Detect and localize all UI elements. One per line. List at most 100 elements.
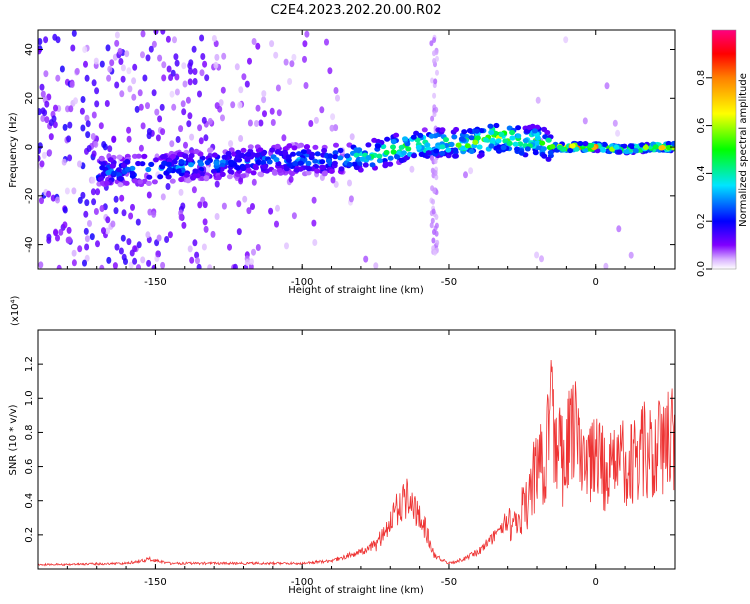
heatmap-cell: [353, 152, 360, 158]
heatmap-cell: [114, 81, 120, 89]
heatmap-cell: [43, 36, 49, 44]
heatmap-cell: [435, 239, 440, 246]
heatmap-cell: [40, 107, 46, 115]
heatmap-cell: [255, 42, 261, 50]
bottom-y-tick-label: 0.2: [24, 527, 35, 543]
heatmap-cell: [359, 156, 366, 162]
heatmap-cell: [293, 167, 300, 173]
heatmap-cell: [194, 251, 200, 259]
heatmap-cell: [432, 50, 436, 57]
heatmap-cell: [196, 263, 202, 269]
heatmap-cell: [175, 168, 182, 174]
heatmap-cell: [94, 87, 100, 95]
heatmap-cell: [582, 117, 588, 125]
heatmap-cell: [91, 150, 97, 158]
heatmap-cell: [178, 159, 185, 165]
heatmap-cell: [166, 166, 173, 172]
heatmap-cell: [283, 58, 289, 66]
heatmap-cell: [188, 153, 195, 159]
top-y-axis-label: Frequency (Hz): [8, 112, 19, 188]
heatmap-cell: [124, 166, 131, 172]
heatmap-cell: [247, 144, 254, 150]
heatmap-cell: [166, 65, 172, 73]
heatmap-cell: [181, 62, 187, 70]
heatmap-cell: [165, 161, 172, 167]
heatmap-cell: [531, 128, 538, 134]
heatmap-cell: [632, 148, 639, 154]
heatmap-cell: [418, 151, 425, 157]
heatmap-cell: [349, 133, 355, 141]
top-x-tick-label: -50: [441, 277, 457, 288]
heatmap-cell: [474, 135, 481, 141]
heatmap-cell: [123, 180, 130, 186]
heatmap-cell: [344, 153, 351, 159]
heatmap-cell: [39, 197, 44, 205]
heatmap-cell: [382, 163, 389, 169]
heatmap-cell: [362, 162, 369, 168]
heatmap-cell: [181, 221, 187, 229]
heatmap-cell: [82, 46, 88, 53]
heatmap-cell: [312, 144, 319, 150]
heatmap-cell: [138, 144, 144, 152]
heatmap-cell: [38, 147, 41, 155]
heatmap-cell: [135, 160, 142, 167]
heatmap-cell: [142, 74, 148, 82]
bottom-y-multiplier: (x10⁴): [10, 295, 21, 326]
heatmap-cell: [67, 236, 72, 244]
heatmap-cell: [140, 122, 146, 130]
heatmap-cell: [466, 128, 473, 134]
heatmap-cell: [616, 149, 623, 155]
heatmap-cell: [439, 150, 446, 156]
heatmap-cell: [93, 57, 99, 65]
heatmap-cell: [314, 151, 321, 157]
heatmap-cell: [160, 193, 166, 201]
heatmap-cell: [192, 239, 198, 247]
heatmap-cell: [67, 154, 73, 162]
heatmap-cell: [213, 61, 219, 69]
heatmap-cell: [155, 250, 161, 258]
heatmap-cell: [164, 236, 170, 243]
heatmap-cell: [131, 77, 137, 85]
heatmap-cell: [376, 158, 383, 164]
heatmap-cell: [281, 134, 287, 142]
heatmap-cell: [126, 238, 132, 246]
heatmap-cell: [665, 140, 672, 147]
heatmap-cell: [169, 90, 175, 98]
heatmap-cell: [39, 83, 45, 91]
heatmap-cell: [535, 96, 541, 104]
heatmap-cell: [338, 166, 345, 172]
heatmap-cell: [284, 242, 289, 250]
heatmap-cell: [157, 54, 163, 62]
heatmap-cell: [185, 96, 191, 104]
heatmap-cell: [168, 74, 174, 81]
top-y-tick-label: -40: [24, 236, 35, 252]
heatmap-cell: [567, 147, 574, 154]
heatmap-cell: [221, 202, 227, 210]
heatmap-cell: [398, 157, 405, 164]
heatmap-cell: [303, 144, 310, 150]
heatmap-cell: [327, 153, 334, 159]
top-y-tick-label: -20: [24, 188, 35, 204]
heatmap-cell: [46, 190, 52, 198]
bottom-x-tick-label: -50: [441, 577, 457, 588]
heatmap-cell: [47, 149, 53, 157]
heatmap-cell: [346, 161, 353, 168]
heatmap-cell: [387, 155, 394, 161]
heatmap-cell: [220, 86, 226, 94]
heatmap-cell: [415, 144, 422, 150]
heatmap-cell: [110, 220, 116, 228]
heatmap-cell: [430, 185, 435, 192]
heatmap-cell: [250, 203, 255, 210]
heatmap-cell: [495, 138, 502, 144]
heatmap-cell: [202, 60, 208, 68]
heatmap-cell: [197, 151, 204, 157]
heatmap-cell: [198, 161, 205, 167]
heatmap-cell: [266, 159, 273, 165]
heatmap-cell: [178, 176, 185, 183]
heatmap-cell: [268, 207, 274, 215]
heatmap-cell: [79, 107, 85, 115]
heatmap-cell: [432, 58, 437, 64]
heatmap-cell: [99, 264, 105, 269]
heatmap-cell: [73, 97, 78, 105]
heatmap-cell: [56, 264, 62, 269]
